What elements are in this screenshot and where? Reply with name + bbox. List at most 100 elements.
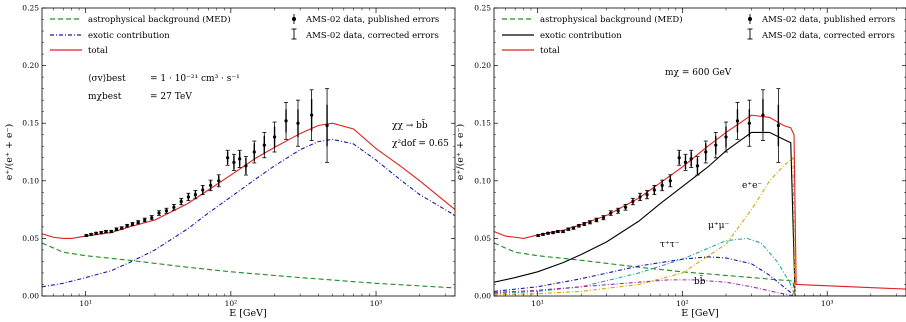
annotation-ee: e⁺e⁻	[742, 181, 762, 191]
r-xtick-label-1: 10²	[676, 299, 689, 308]
l-xtick-label-1: 10²	[225, 299, 238, 308]
r-data-point-25	[695, 156, 700, 176]
left-legend-label-exotic: exotic contribution	[88, 31, 170, 41]
r-xtick-label-2: 10³	[821, 299, 834, 308]
r-series-line-0	[494, 242, 906, 296]
left-legend-label-background: astrophysical background (MED)	[88, 14, 231, 25]
l-data-point-4	[104, 229, 109, 234]
r-data-point-27	[713, 132, 718, 159]
left-panel: 0.00 0.05 0.10 0.15 0.20 0.25 10¹ 10² 10³ E [GeV…	[4, 4, 456, 319]
l-data-point-26	[252, 140, 257, 164]
left-axis-ticks: 0.00 0.05 0.10 0.15 0.20 0.25 10¹ 10² 10³	[22, 4, 455, 308]
r-data-point-8	[576, 223, 581, 228]
r-data-point-30	[747, 99, 752, 147]
left-legend-marker-published	[292, 14, 296, 24]
left-legend-label-corrected: AMS-02 data, corrected errors	[305, 31, 439, 41]
l-data-point-27	[262, 132, 267, 159]
l-data-point-16	[179, 197, 184, 206]
right-legend-label-published: AMS-02 data, published errors	[761, 15, 895, 25]
r-data-point-5	[561, 229, 566, 234]
annotation-mumu: μ⁺μ⁻	[708, 221, 729, 231]
right-legend-label-exotic: exotic contribution	[540, 31, 622, 41]
l-data-point-15	[171, 204, 176, 211]
l-ytick-label-1: 0.05	[22, 234, 39, 243]
right-legend-marker-published	[748, 14, 752, 24]
right-xlabel: E [GeV]	[681, 308, 718, 319]
r-series-line-4	[494, 237, 796, 296]
right-axis-ticks: 0.00 0.05 0.10 0.15 0.20 0.25 10¹ 10² 10³	[474, 4, 906, 308]
l-data-point-9	[130, 222, 135, 226]
r-data-point-10	[587, 220, 592, 225]
r-data-point-28	[723, 121, 728, 153]
l-data-point-11	[142, 217, 147, 223]
r-data-point-29	[735, 102, 740, 140]
annotation-mass-value: = 27 TeV	[150, 92, 192, 102]
left-legend: astrophysical background (MED) exotic co…	[50, 14, 439, 56]
r-ytick-label-5: 0.25	[474, 4, 491, 13]
right-ylabel: e⁺/(e⁺ + e⁻)	[455, 124, 466, 181]
l-data-point-10	[136, 220, 141, 225]
l-data-point-28	[272, 121, 277, 153]
r-data-point-3	[551, 231, 556, 235]
l-data-point-32	[325, 88, 330, 163]
l-data-point-6	[114, 227, 119, 231]
r-data-point-4	[555, 229, 560, 234]
r-data-point-9	[582, 222, 587, 226]
left-annotations: ⟨σv⟩best = 1 · 10⁻²¹ cm³ · s⁻¹ mχbest = …	[88, 74, 449, 149]
l-data-point-18	[193, 190, 198, 200]
r-data-point-15	[623, 204, 628, 211]
r-data-point-14	[616, 207, 621, 214]
r-data-point-26	[703, 140, 708, 164]
right-curves	[494, 114, 906, 296]
l-data-point-30	[295, 99, 300, 147]
right-legend-label-corrected: AMS-02 data, corrected errors	[761, 31, 895, 41]
r-data-point-1	[541, 232, 546, 236]
l-ytick-label-4: 0.20	[22, 61, 39, 70]
left-ylabel: e⁺/(e⁺ + e⁻)	[4, 124, 15, 181]
r-data-point-13	[608, 210, 613, 216]
l-series-line-0	[42, 242, 455, 289]
r-xtick-label-0: 10¹	[531, 299, 544, 308]
l-data-point-0	[84, 233, 89, 238]
l-data-point-17	[186, 192, 191, 202]
left-data-points	[84, 88, 330, 238]
r-ytick-label-3: 0.15	[474, 119, 491, 128]
l-data-point-8	[125, 223, 130, 228]
r-data-point-16	[630, 197, 635, 206]
l-data-point-1	[89, 232, 94, 236]
right-legend-label-background: astrophysical background (MED)	[540, 14, 683, 25]
r-series-line-5	[494, 256, 796, 296]
left-legend-label-published: AMS-02 data, published errors	[305, 15, 439, 25]
right-plot-frame	[493, 7, 906, 297]
right-legend-marker-corrected	[747, 28, 753, 40]
right-legend-label-total: total	[540, 46, 560, 56]
annotation-sigma-value: = 1 · 10⁻²¹ cm³ · s⁻¹	[150, 74, 240, 84]
l-ytick-label-3: 0.15	[22, 119, 39, 128]
l-xtick-label-2: 10³	[370, 299, 383, 308]
right-legend: astrophysical background (MED) exotic co…	[502, 14, 895, 56]
l-data-point-19	[200, 185, 205, 196]
l-data-point-14	[164, 207, 169, 214]
r-data-point-6	[566, 227, 571, 231]
l-data-point-7	[119, 226, 124, 230]
annotation-chi2: χ²dof = 0.65	[392, 139, 449, 149]
annotation-sigma-label: ⟨σv⟩best	[88, 74, 126, 84]
r-data-point-23	[683, 153, 688, 171]
r-ytick-label-4: 0.20	[474, 61, 491, 70]
annotation-bb: bb̄	[694, 275, 706, 287]
l-data-point-13	[157, 210, 162, 216]
r-data-point-32	[776, 88, 781, 163]
l-data-point-23	[231, 153, 236, 171]
r-data-point-31	[760, 89, 765, 141]
r-ytick-label-1: 0.05	[474, 234, 491, 243]
left-curves	[42, 122, 455, 289]
r-data-point-24	[689, 149, 694, 168]
l-data-point-24	[237, 149, 242, 168]
l-ytick-label-0: 0.00	[22, 292, 39, 301]
left-xlabel: E [GeV]	[229, 308, 266, 319]
r-series-line-2	[494, 114, 906, 290]
annotation-tautau: τ⁺τ⁻	[660, 240, 680, 250]
r-data-point-17	[638, 192, 643, 202]
l-data-point-3	[99, 231, 104, 235]
